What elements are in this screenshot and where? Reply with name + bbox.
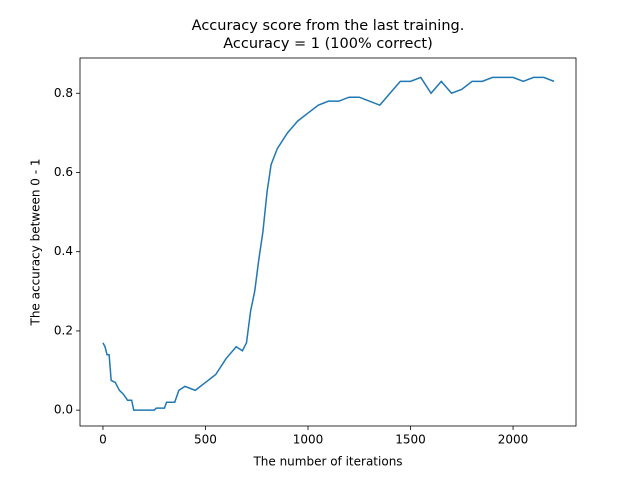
y-axis-label: The accuracy between 0 - 1 xyxy=(29,158,43,326)
y-tick-label: 0.6 xyxy=(54,165,73,179)
y-tick-label: 0.8 xyxy=(54,86,73,100)
chart-title: Accuracy score from the last training. xyxy=(192,18,465,34)
y-tick-label: 0.4 xyxy=(54,244,73,258)
x-axis-label: The number of iterations xyxy=(252,455,402,469)
y-tick-label: 0.0 xyxy=(54,403,73,417)
y-tick-label: 0.2 xyxy=(54,323,73,337)
x-tick-label: 1000 xyxy=(293,433,324,447)
x-tick-label: 500 xyxy=(194,433,217,447)
x-tick-label: 1500 xyxy=(395,433,426,447)
data-line xyxy=(102,76,555,411)
plot-frame xyxy=(79,57,577,427)
chart-subtitle: Accuracy = 1 (100% correct) xyxy=(223,36,433,52)
x-tick-label: 0 xyxy=(99,433,107,447)
x-tick-label: 2000 xyxy=(498,433,529,447)
